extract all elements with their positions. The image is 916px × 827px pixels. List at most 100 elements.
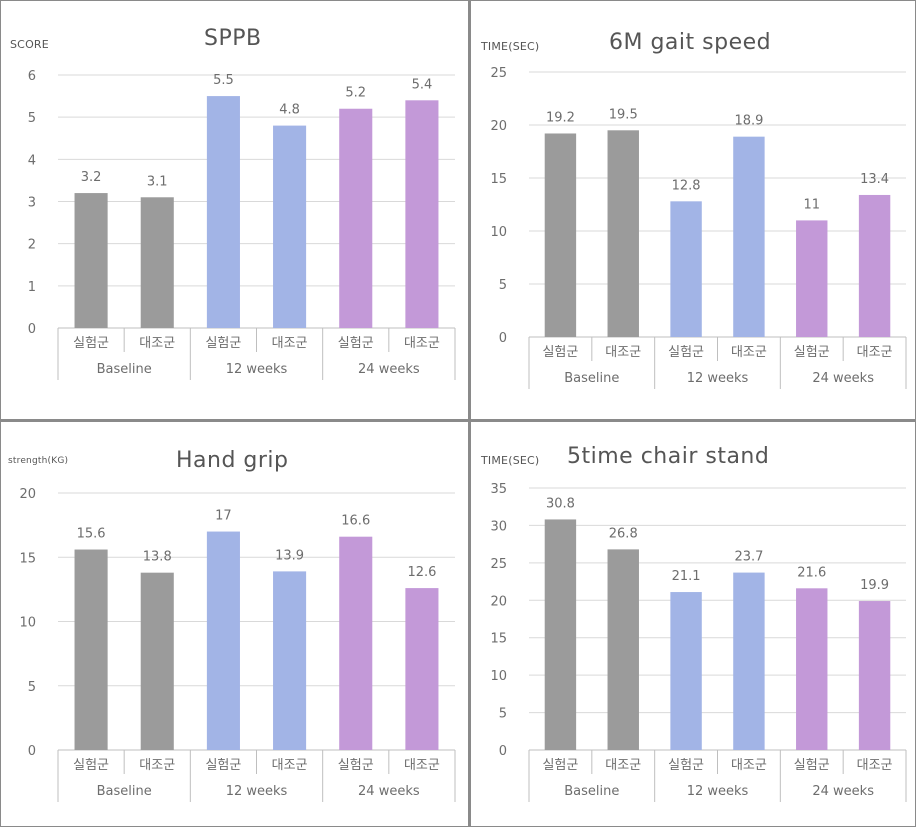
bar: [206, 531, 240, 750]
y-tick-label: 20: [490, 119, 507, 134]
chart-panel-gait-speed: TIME(SEC) 6M gait speed 0 5 10 15 20 25 19.2 실험…: [471, 0, 916, 419]
y-tick-label: 25: [490, 66, 507, 81]
data-label: 16.6: [341, 514, 370, 529]
bar: [140, 572, 174, 750]
x-group-label: Baseline: [97, 362, 152, 377]
chart-plot: 0 1 2 3 4 5 6 3.2 실험군 3.1 대조군 5.5 실험군 4.8 대조군 5.2 실험군 5.4…: [28, 69, 456, 380]
bar: [206, 96, 240, 328]
x-tick-label: 실험군: [205, 336, 241, 351]
bar: [858, 601, 891, 750]
y-axis-label: SCORE: [10, 38, 49, 51]
y-tick-label: 20: [19, 487, 36, 502]
bar: [607, 549, 639, 750]
chart-plot: 0 5 10 15 20 15.6 실험군 13.8 대조군 17 실험군 13.9 대조군 16.6 실험…: [19, 487, 456, 802]
data-label: 13.4: [860, 172, 889, 187]
bar: [74, 193, 108, 328]
data-label: 5.2: [345, 86, 366, 101]
bar: [339, 108, 373, 328]
chart-panel-sppb: SCORE SPPB 0 1 2 3 4 5 6 3.2 실험군 3.1 대조군 5.5 실험군 4.8 대…: [0, 0, 468, 419]
chart-title: SPPB: [204, 26, 262, 51]
data-label: 3.2: [81, 170, 102, 185]
x-tick-label: 실험군: [338, 758, 374, 773]
x-group-label: 12 weeks: [226, 362, 288, 377]
x-tick-label: 실험군: [73, 336, 109, 351]
y-tick-label: 25: [490, 557, 507, 572]
bar: [670, 592, 702, 750]
x-group-label: Baseline: [97, 784, 152, 799]
data-label: 23.7: [734, 550, 763, 565]
data-label: 15.6: [77, 527, 106, 542]
bar: [405, 588, 439, 750]
chart-panel-chair-stand: TIME(SEC) 5time chair stand 0 5 10 15 20 25 30…: [471, 422, 916, 827]
chart-panel-hand-grip: strength(KG) Hand grip 0 5 10 15 20 15.6 실험군 13…: [0, 422, 468, 827]
y-tick-label: 35: [490, 482, 507, 497]
y-tick-label: 6: [28, 69, 36, 84]
y-tick-label: 20: [490, 594, 507, 609]
x-tick-label: 대조군: [272, 336, 308, 351]
x-tick-label: 대조군: [605, 758, 641, 773]
panel-divider-horizontal: [0, 419, 916, 422]
data-label: 11: [803, 197, 820, 212]
data-label: 19.2: [546, 110, 575, 125]
data-label: 12.6: [407, 565, 436, 580]
bar: [607, 130, 639, 337]
x-tick-label: 실험군: [73, 758, 109, 773]
y-tick-label: 0: [28, 322, 36, 337]
chart-plot: 0 5 10 15 20 25 19.2 실험군 19.5 대조군 12.8 실험군 18.9 대조군 11…: [490, 66, 907, 389]
data-label: 19.9: [860, 578, 889, 593]
x-tick-label: 대조군: [857, 758, 893, 773]
bar: [273, 571, 307, 750]
y-tick-label: 15: [19, 551, 36, 566]
bar: [858, 194, 891, 337]
chart-title: 5time chair stand: [567, 444, 770, 469]
y-tick-label: 0: [499, 331, 507, 346]
y-axis-label: strength(KG): [8, 456, 69, 466]
data-label: 13.8: [143, 550, 172, 565]
bar: [733, 572, 765, 750]
data-label: 26.8: [609, 526, 638, 541]
y-tick-label: 0: [28, 744, 36, 759]
x-group-label: 12 weeks: [226, 784, 288, 799]
x-tick-label: 실험군: [794, 758, 830, 773]
panel-divider-vertical: [468, 0, 471, 827]
data-label: 12.8: [672, 178, 701, 193]
chart-plot: 0 5 10 15 20 25 30 35 30.8 실험군 26.8 대조군 21.1 실험군 23.7 대…: [490, 482, 907, 802]
chart-title: Hand grip: [176, 448, 289, 473]
x-tick-label: 대조군: [139, 758, 175, 773]
data-label: 17: [215, 509, 232, 524]
x-tick-label: 실험군: [542, 345, 578, 360]
y-tick-label: 5: [499, 278, 507, 293]
y-tick-label: 15: [490, 632, 507, 647]
bar: [733, 136, 765, 337]
y-tick-label: 30: [490, 519, 507, 534]
y-tick-label: 10: [490, 225, 507, 240]
data-label: 13.9: [275, 548, 304, 563]
x-tick-label: 실험군: [205, 758, 241, 773]
chart-title: 6M gait speed: [609, 30, 772, 55]
bar: [140, 197, 174, 328]
bar: [796, 220, 828, 337]
x-tick-label: 실험군: [338, 336, 374, 351]
x-tick-label: 대조군: [605, 345, 641, 360]
y-tick-label: 3: [28, 196, 36, 211]
bar: [74, 549, 108, 750]
y-tick-label: 15: [490, 172, 507, 187]
y-axis-label: TIME(SEC): [481, 454, 540, 467]
data-label: 4.8: [279, 103, 300, 118]
bar: [796, 588, 828, 750]
y-tick-label: 0: [499, 744, 507, 759]
bar: [670, 201, 702, 337]
x-tick-label: 대조군: [139, 336, 175, 351]
x-tick-label: 실험군: [794, 345, 830, 360]
x-group-label: 24 weeks: [358, 784, 420, 799]
data-label: 5.5: [213, 73, 234, 88]
x-tick-label: 실험군: [668, 345, 704, 360]
x-tick-label: 대조군: [404, 336, 440, 351]
x-tick-label: 대조군: [731, 345, 767, 360]
x-tick-label: 대조군: [731, 758, 767, 773]
x-group-label: 24 weeks: [812, 784, 874, 799]
y-tick-label: 10: [19, 616, 36, 631]
y-tick-label: 4: [28, 153, 36, 168]
